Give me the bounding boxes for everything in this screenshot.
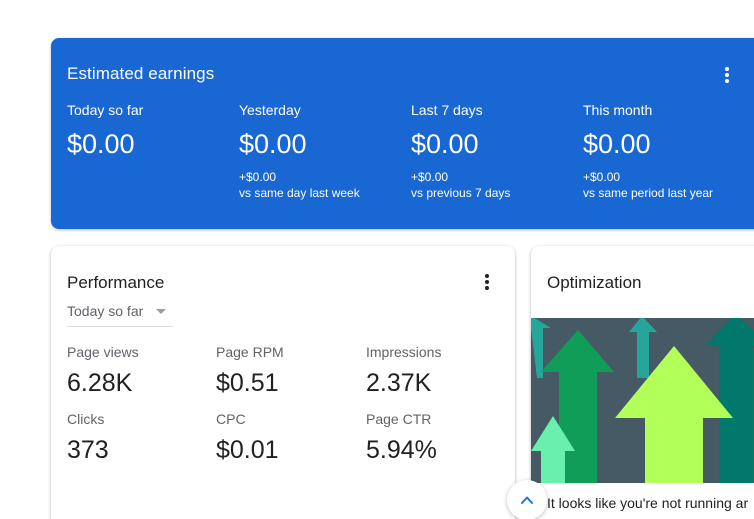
earnings-compare: vs same day last week — [239, 186, 360, 200]
metric-label: Page CTR — [366, 411, 432, 427]
upward-arrows-illustration — [531, 318, 754, 483]
earnings-label: This month — [583, 102, 653, 118]
earnings-compare: vs same period last year — [583, 186, 714, 200]
earnings-delta: +$0.00 — [583, 170, 621, 184]
metric-value: 373 — [67, 436, 109, 464]
earnings-card-title: Estimated earnings — [67, 64, 215, 83]
arrow-lime — [615, 346, 733, 483]
earnings-label: Last 7 days — [411, 102, 483, 118]
metric-page-ctr: Page CTR 5.94% — [366, 410, 506, 465]
metric-page-rpm: Page RPM $0.51 — [216, 343, 356, 398]
performance-more-vert-icon[interactable] — [485, 274, 489, 290]
arrow-drop-down-icon — [156, 309, 166, 314]
arrow-mint — [531, 416, 575, 483]
optimization-card-title: Optimization — [547, 273, 642, 292]
metric-cpc: CPC $0.01 — [216, 410, 356, 465]
metric-label: CPC — [216, 411, 246, 427]
metric-value: 6.28K — [67, 369, 133, 397]
metric-impressions: Impressions 2.37K — [366, 343, 506, 398]
optimization-description: It looks like you're not running ar — [547, 495, 749, 511]
metric-label: Clicks — [67, 411, 105, 427]
date-range-dropdown[interactable]: Today so far — [67, 302, 173, 327]
metric-page-views: Page views 6.28K — [67, 343, 207, 398]
earnings-value: $0.00 — [583, 129, 651, 159]
earnings-delta: +$0.00 — [411, 170, 449, 184]
scroll-to-top-button[interactable] — [507, 480, 547, 519]
earnings-compare: vs previous 7 days — [411, 186, 511, 200]
earnings-value: $0.00 — [411, 129, 479, 159]
optimization-card: Optimization It looks like you're not ru… — [531, 246, 754, 519]
performance-card-title: Performance — [67, 273, 165, 292]
earnings-more-vert-icon[interactable] — [725, 67, 729, 83]
earnings-label: Today so far — [67, 102, 144, 118]
metric-label: Page views — [67, 344, 139, 360]
metric-value: $0.01 — [216, 436, 279, 464]
earnings-value: $0.00 — [67, 129, 135, 159]
arrow-teal-left — [531, 318, 551, 378]
arrow-dark-teal — [705, 318, 754, 483]
earnings-value: $0.00 — [239, 129, 307, 159]
metric-label: Page RPM — [216, 344, 284, 360]
estimated-earnings-card: Estimated earnings Today so far $0.00 Ye… — [51, 38, 754, 229]
earnings-label: Yesterday — [239, 102, 301, 118]
earnings-today: Today so far $0.00 — [67, 101, 239, 160]
metric-value: $0.51 — [216, 369, 279, 397]
earnings-delta: +$0.00 — [239, 170, 277, 184]
earnings-last-7-days: Last 7 days $0.00 +$0.00 vs previous 7 d… — [411, 101, 583, 201]
metric-value: 2.37K — [366, 369, 432, 397]
earnings-yesterday: Yesterday $0.00 +$0.00 vs same day last … — [239, 101, 411, 201]
performance-card: Performance Today so far Page views 6.28… — [51, 246, 515, 519]
metric-clicks: Clicks 373 — [67, 410, 207, 465]
chevron-up-icon — [521, 496, 533, 504]
date-range-value: Today so far — [67, 303, 144, 319]
metric-label: Impressions — [366, 344, 442, 360]
metric-value: 5.94% — [366, 436, 437, 464]
earnings-this-month: This month $0.00 +$0.00 vs same period l… — [583, 101, 754, 201]
arrow-teal-small — [629, 318, 657, 378]
